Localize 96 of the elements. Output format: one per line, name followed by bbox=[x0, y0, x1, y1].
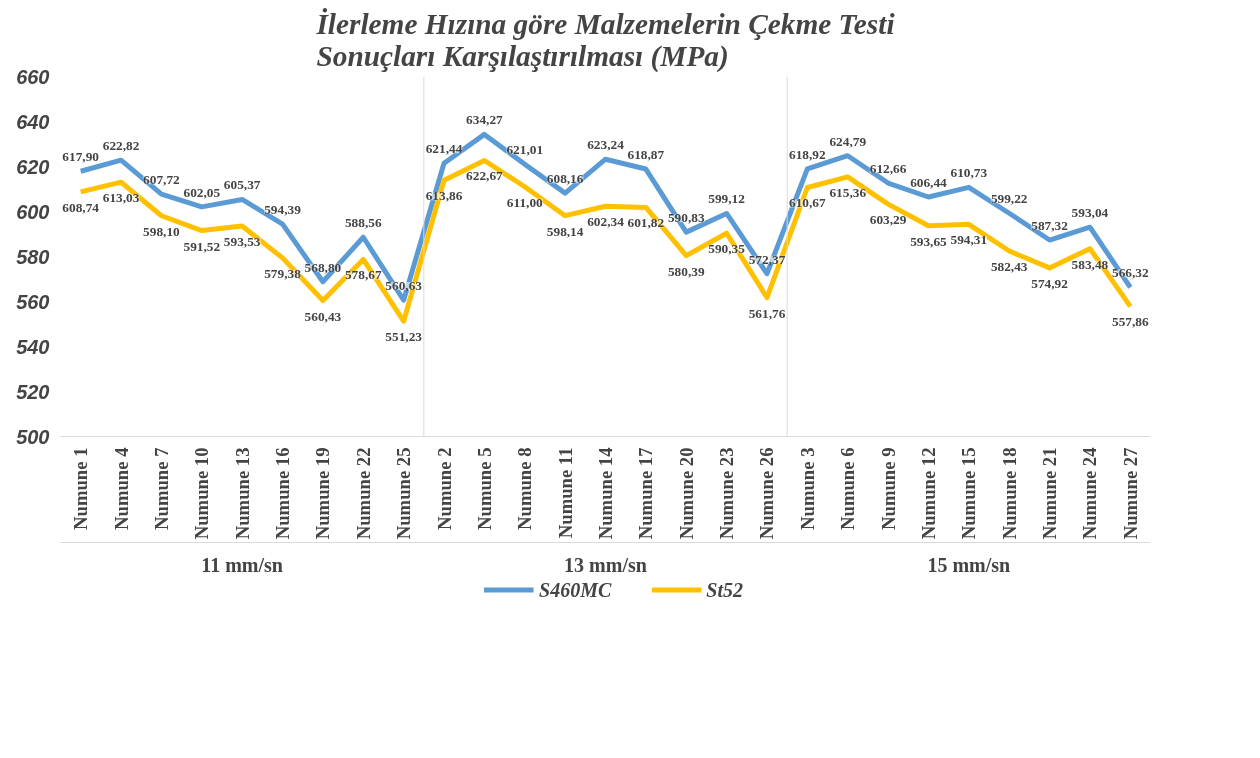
data-label: 572,37 bbox=[748, 251, 786, 267]
x-tick-label: Numune 25 bbox=[393, 447, 415, 540]
data-label: 622,82 bbox=[102, 138, 140, 154]
data-label: 610,67 bbox=[789, 195, 827, 211]
x-tick-label: Numune 3 bbox=[796, 447, 818, 530]
data-label: 566,32 bbox=[1111, 265, 1149, 281]
x-tick-label: Numune 12 bbox=[917, 447, 939, 540]
data-label: 618,87 bbox=[627, 147, 665, 163]
y-tick-label: 640 bbox=[16, 110, 50, 133]
data-label: 598,14 bbox=[546, 223, 584, 239]
x-tick-label: Numune 8 bbox=[514, 447, 536, 530]
y-tick-label: 660 bbox=[16, 65, 50, 88]
data-label: 561,76 bbox=[748, 305, 786, 321]
x-tick-label: Numune 10 bbox=[191, 447, 213, 540]
x-tick-label: Numune 19 bbox=[312, 447, 334, 540]
data-label: 621,01 bbox=[506, 142, 544, 158]
x-tick-label: Numune 5 bbox=[473, 447, 495, 530]
x-tick-label: Numune 24 bbox=[1079, 447, 1101, 540]
data-label: 612,66 bbox=[869, 161, 907, 177]
data-label: 551,23 bbox=[385, 329, 423, 345]
data-label: 578,67 bbox=[344, 267, 382, 283]
y-tick-label: 580 bbox=[16, 245, 50, 268]
data-label: 621,44 bbox=[425, 141, 463, 157]
data-label: 615,36 bbox=[829, 184, 867, 200]
x-tick-label: Numune 20 bbox=[675, 447, 697, 540]
data-label: 603,29 bbox=[869, 212, 907, 228]
data-label: 608,16 bbox=[546, 171, 584, 187]
data-label: 598,10 bbox=[143, 223, 181, 239]
data-label: 601,82 bbox=[627, 215, 665, 231]
data-label: 624,79 bbox=[829, 133, 867, 149]
data-label: 590,35 bbox=[708, 241, 746, 257]
y-tick-label: 600 bbox=[16, 200, 50, 223]
data-label: 560,43 bbox=[304, 308, 342, 324]
data-label: 622,67 bbox=[466, 168, 504, 184]
data-label: 617,90 bbox=[62, 149, 100, 165]
x-tick-label: Numune 21 bbox=[1039, 447, 1061, 540]
text: 11 mm/sn bbox=[201, 553, 284, 576]
x-tick-label: Numune 6 bbox=[837, 447, 859, 530]
data-label: 557,86 bbox=[1111, 314, 1149, 330]
data-label: 613,03 bbox=[102, 190, 140, 206]
data-label: 560,63 bbox=[385, 278, 423, 294]
text: 13 mm/sn bbox=[564, 553, 647, 576]
x-tick-label: Numune 14 bbox=[595, 447, 616, 540]
x-tick-label: Numune 18 bbox=[998, 447, 1020, 540]
data-label: 587,32 bbox=[1031, 218, 1069, 234]
data-label: 605,37 bbox=[223, 177, 261, 193]
y-tick-label: 520 bbox=[16, 380, 50, 403]
data-label: 607,72 bbox=[143, 172, 181, 188]
data-label: 580,39 bbox=[667, 263, 705, 279]
x-tick-label: Numune 1 bbox=[70, 447, 92, 530]
data-label: 593,65 bbox=[910, 233, 948, 249]
data-label: 574,92 bbox=[1031, 275, 1069, 291]
x-tick-label: Numune 17 bbox=[635, 447, 657, 540]
x-tick-label: Numune 11 bbox=[554, 447, 576, 539]
data-label: 579,38 bbox=[264, 265, 302, 281]
x-tick-label: Numune 22 bbox=[352, 447, 374, 540]
x-tick-label: Numune 2 bbox=[433, 447, 455, 530]
text: 15 mm/sn bbox=[927, 553, 1011, 576]
x-tick-label: Numune 23 bbox=[716, 447, 738, 540]
data-label: 593,53 bbox=[223, 234, 261, 250]
x-tick-label: Numune 9 bbox=[877, 447, 899, 530]
y-tick-label: 560 bbox=[16, 290, 50, 313]
data-label: 593,04 bbox=[1071, 205, 1109, 221]
data-label: 594,31 bbox=[950, 232, 988, 248]
x-tick-label: Numune 15 bbox=[958, 447, 980, 540]
data-label: 599,22 bbox=[990, 191, 1028, 207]
x-tick-label: Numune 27 bbox=[1119, 447, 1141, 540]
data-label: 602,34 bbox=[587, 214, 625, 230]
data-label: 611,00 bbox=[506, 194, 544, 210]
x-tick-label: Numune 13 bbox=[231, 447, 253, 540]
data-label: 594,39 bbox=[264, 202, 302, 218]
legend-label: St52 bbox=[706, 578, 743, 601]
data-label: 606,44 bbox=[910, 175, 948, 191]
data-label: 583,48 bbox=[1071, 256, 1109, 272]
data-label: 582,43 bbox=[990, 259, 1028, 275]
data-label: 590,83 bbox=[667, 210, 705, 226]
data-label: 599,12 bbox=[708, 191, 746, 207]
data-label: 608,74 bbox=[62, 199, 100, 215]
data-label: 618,92 bbox=[789, 146, 827, 162]
data-label: 634,27 bbox=[466, 112, 504, 128]
data-label: 613,86 bbox=[425, 188, 463, 204]
x-tick-label: Numune 16 bbox=[272, 447, 294, 540]
data-label: 602,05 bbox=[183, 184, 221, 200]
x-tick-label: Numune 7 bbox=[150, 447, 172, 530]
y-tick-label: 540 bbox=[16, 335, 50, 358]
x-tick-label: Numune 4 bbox=[110, 447, 132, 530]
data-label: 568,80 bbox=[304, 259, 342, 275]
chart-title: İlerleme Hızına göre Malzemelerin Çekme Testi Sonuçları Karşılaştırılması (MPa) bbox=[315, 7, 896, 73]
y-tick-label: 500 bbox=[16, 425, 50, 448]
data-label: 591,52 bbox=[183, 238, 221, 254]
x-tick-label: Numune 26 bbox=[756, 447, 778, 540]
legend-label: S460MC bbox=[539, 578, 612, 601]
data-label: 610,73 bbox=[950, 165, 988, 181]
data-label: 588,56 bbox=[344, 215, 382, 231]
data-label: 623,24 bbox=[587, 137, 625, 153]
y-tick-label: 620 bbox=[16, 155, 50, 178]
